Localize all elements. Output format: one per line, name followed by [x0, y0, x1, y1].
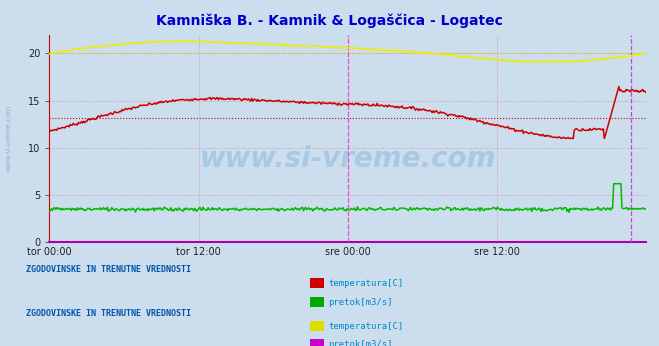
Text: www.si-vreme.com: www.si-vreme.com: [200, 145, 496, 173]
Text: temperatura[C]: temperatura[C]: [328, 322, 403, 331]
Text: ZGODOVINSKE IN TRENUTNE VREDNOSTI: ZGODOVINSKE IN TRENUTNE VREDNOSTI: [26, 265, 191, 274]
Text: www.si-vreme.com: www.si-vreme.com: [5, 105, 11, 172]
Text: pretok[m3/s]: pretok[m3/s]: [328, 298, 393, 307]
Text: pretok[m3/s]: pretok[m3/s]: [328, 340, 393, 346]
Text: Kamniška B. - Kamnik & Logaščica - Logatec: Kamniška B. - Kamnik & Logaščica - Logat…: [156, 14, 503, 28]
Text: ZGODOVINSKE IN TRENUTNE VREDNOSTI: ZGODOVINSKE IN TRENUTNE VREDNOSTI: [26, 309, 191, 318]
Text: temperatura[C]: temperatura[C]: [328, 279, 403, 288]
